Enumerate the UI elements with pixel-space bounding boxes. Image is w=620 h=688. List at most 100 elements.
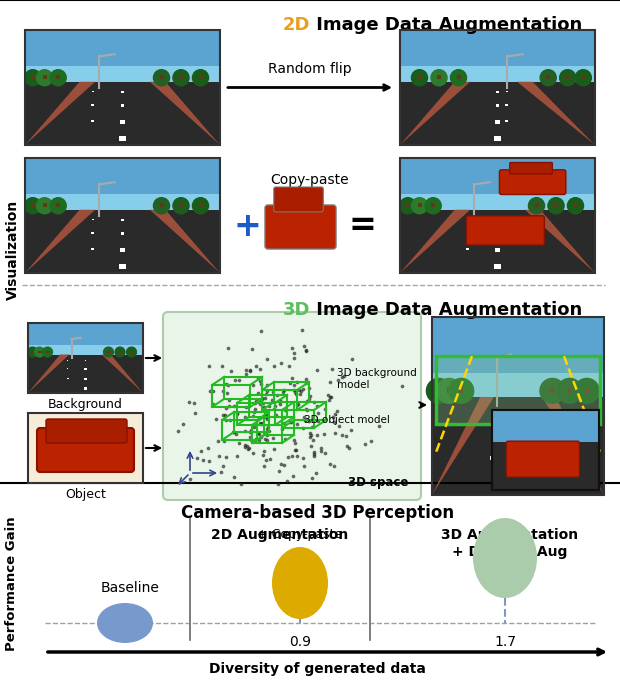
- Text: Random flip: Random flip: [268, 61, 352, 76]
- Point: [248, 379, 258, 390]
- Point: [275, 358, 285, 369]
- Point: [228, 427, 238, 438]
- Point: [197, 445, 206, 456]
- Point: [313, 407, 323, 418]
- Point: [304, 394, 314, 405]
- Point: [332, 405, 342, 416]
- Bar: [490, 431, 492, 434]
- Point: [255, 418, 265, 429]
- Polygon shape: [25, 82, 95, 145]
- Point: [326, 391, 335, 402]
- Bar: [551, 387, 554, 394]
- Polygon shape: [25, 210, 95, 273]
- Point: [250, 434, 260, 445]
- Point: [260, 433, 270, 444]
- Point: [255, 376, 265, 387]
- Bar: [159, 75, 164, 79]
- Point: [221, 451, 231, 462]
- Bar: [432, 317, 604, 495]
- Point: [272, 410, 281, 421]
- Point: [241, 442, 250, 453]
- Bar: [436, 356, 600, 424]
- Text: Diversity of generated data: Diversity of generated data: [209, 662, 426, 676]
- Polygon shape: [28, 354, 69, 393]
- Text: + Copy-paste: + Copy-paste: [257, 528, 343, 541]
- Circle shape: [50, 197, 66, 214]
- Point: [329, 417, 339, 428]
- Point: [256, 431, 266, 442]
- Point: [297, 325, 307, 336]
- Point: [224, 394, 234, 405]
- Circle shape: [115, 347, 125, 357]
- Bar: [490, 456, 493, 460]
- Bar: [120, 248, 125, 252]
- Circle shape: [574, 378, 600, 403]
- Point: [374, 420, 384, 431]
- Bar: [91, 248, 94, 250]
- Point: [244, 443, 254, 454]
- Point: [277, 424, 286, 435]
- Point: [301, 414, 311, 425]
- Point: [218, 410, 228, 421]
- Bar: [274, 382, 309, 402]
- Point: [330, 428, 340, 439]
- Point: [278, 387, 288, 398]
- Text: Object: Object: [65, 488, 106, 501]
- Point: [272, 389, 282, 400]
- Bar: [516, 431, 520, 436]
- Point: [221, 409, 231, 420]
- Bar: [25, 210, 220, 273]
- Point: [292, 377, 302, 388]
- Circle shape: [35, 347, 45, 357]
- Point: [301, 377, 311, 388]
- Text: 3D: 3D: [283, 301, 310, 319]
- Text: Baseline: Baseline: [100, 581, 159, 595]
- Circle shape: [449, 378, 474, 403]
- Point: [301, 345, 311, 356]
- Point: [309, 447, 319, 458]
- Point: [250, 404, 260, 415]
- Point: [248, 411, 258, 422]
- Point: [301, 405, 311, 416]
- Circle shape: [557, 378, 582, 403]
- Text: 0.9: 0.9: [289, 635, 311, 649]
- Point: [190, 408, 200, 419]
- Bar: [25, 30, 220, 82]
- Point: [312, 430, 322, 441]
- Point: [245, 365, 255, 376]
- Point: [282, 475, 292, 486]
- Bar: [120, 120, 125, 124]
- Bar: [67, 368, 68, 369]
- Bar: [437, 75, 441, 79]
- Circle shape: [28, 347, 37, 357]
- Bar: [28, 323, 143, 393]
- Circle shape: [567, 197, 583, 214]
- Text: +: +: [233, 210, 261, 242]
- Point: [286, 343, 296, 354]
- Bar: [432, 397, 604, 495]
- Bar: [31, 75, 35, 79]
- Bar: [494, 264, 501, 268]
- Point: [218, 461, 228, 472]
- Point: [213, 436, 223, 447]
- Bar: [400, 82, 595, 145]
- Text: Image Data Augmentation: Image Data Augmentation: [310, 301, 582, 319]
- Point: [309, 449, 319, 460]
- Point: [270, 400, 280, 411]
- Text: 3D object model: 3D object model: [304, 416, 390, 425]
- Point: [260, 393, 270, 404]
- Point: [284, 361, 294, 372]
- Circle shape: [153, 197, 169, 214]
- Bar: [31, 204, 35, 207]
- Bar: [92, 219, 94, 220]
- Bar: [496, 92, 499, 94]
- Point: [279, 460, 289, 471]
- Bar: [585, 387, 589, 394]
- Point: [223, 343, 233, 354]
- Text: Copy-paste: Copy-paste: [271, 173, 349, 187]
- Point: [226, 366, 236, 377]
- Point: [320, 448, 330, 459]
- Point: [242, 440, 252, 451]
- Point: [255, 398, 265, 409]
- Bar: [67, 378, 69, 379]
